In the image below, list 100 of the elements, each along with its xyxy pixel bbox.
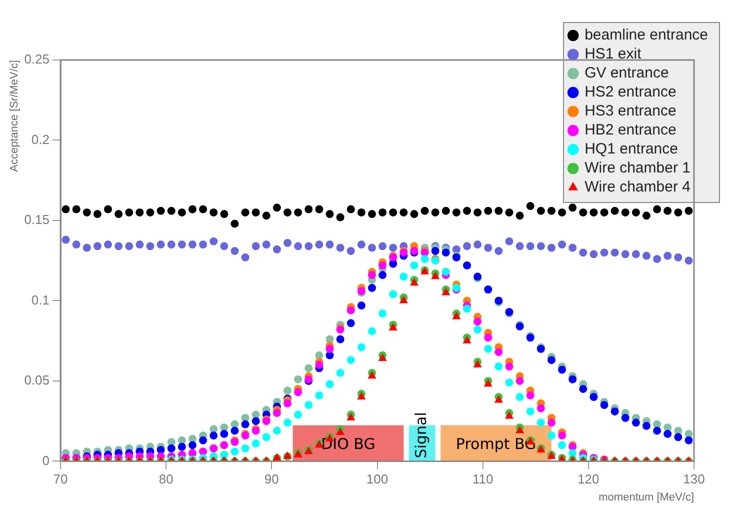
point <box>368 271 376 280</box>
point <box>526 391 534 400</box>
point <box>516 242 524 250</box>
point <box>272 409 281 418</box>
point <box>526 407 534 416</box>
point <box>262 240 270 249</box>
point <box>474 240 482 249</box>
point <box>72 240 80 249</box>
point <box>568 244 577 252</box>
legend-label: HB2 entrance <box>584 122 676 139</box>
point <box>188 441 196 450</box>
point <box>536 242 545 250</box>
point <box>368 244 376 252</box>
point <box>315 391 324 400</box>
point <box>294 375 302 384</box>
legend-label: HQ1 entrance <box>584 140 678 158</box>
point <box>442 288 450 296</box>
point <box>558 208 566 216</box>
point <box>294 208 302 216</box>
point <box>442 206 450 215</box>
point <box>400 272 408 281</box>
point <box>653 205 662 214</box>
point <box>579 384 588 393</box>
point <box>420 254 429 263</box>
x-tick-label: 120 <box>578 472 600 487</box>
point <box>336 244 344 252</box>
point <box>642 252 650 260</box>
x-tick-label: 110 <box>472 472 494 487</box>
point <box>505 378 514 387</box>
point <box>378 242 387 250</box>
point <box>199 436 208 444</box>
point <box>547 244 556 252</box>
point <box>220 430 228 438</box>
y-tick-label: 0.25 <box>24 52 50 67</box>
point <box>430 272 440 280</box>
point <box>146 242 154 250</box>
point <box>346 319 355 328</box>
point <box>642 422 650 430</box>
y-tick-label: 0.05 <box>24 372 50 388</box>
point <box>610 407 619 416</box>
point <box>178 442 186 451</box>
point <box>600 208 608 216</box>
point <box>547 206 556 215</box>
point <box>684 436 693 444</box>
point <box>241 444 250 452</box>
legend-label: Wire chamber 4 <box>584 178 690 196</box>
point <box>167 240 176 249</box>
point <box>326 210 334 218</box>
point <box>590 393 598 402</box>
point <box>326 344 334 353</box>
point <box>82 208 91 216</box>
point <box>664 430 672 438</box>
point <box>474 208 482 216</box>
point <box>62 205 70 214</box>
point <box>462 206 471 215</box>
point <box>315 360 324 369</box>
point <box>336 335 344 344</box>
point <box>136 208 144 216</box>
point <box>400 208 408 216</box>
point <box>294 410 302 419</box>
point <box>114 242 123 250</box>
point <box>452 208 460 216</box>
point <box>304 242 313 250</box>
point <box>368 210 376 218</box>
point <box>494 246 503 255</box>
point <box>568 449 577 458</box>
point <box>558 432 566 440</box>
point <box>262 433 270 442</box>
point <box>346 306 355 314</box>
point <box>262 212 270 220</box>
point <box>357 392 366 400</box>
point <box>462 242 471 250</box>
point <box>484 334 492 342</box>
x-axis-title: momentum [MeV/c] <box>598 491 694 504</box>
point <box>188 205 196 214</box>
legend-label: beamline entrance <box>584 26 708 44</box>
point <box>536 418 545 427</box>
point <box>241 420 250 428</box>
point <box>389 260 398 268</box>
point <box>484 206 492 215</box>
point <box>579 248 588 257</box>
point <box>368 371 376 379</box>
point <box>326 240 334 249</box>
point <box>104 205 112 214</box>
point <box>684 256 693 265</box>
point <box>368 284 376 292</box>
point <box>621 250 630 258</box>
point <box>442 248 450 257</box>
point <box>547 356 556 364</box>
point <box>125 242 134 250</box>
point <box>357 343 366 352</box>
point <box>410 261 418 270</box>
y-tick-label: 0.1 <box>31 292 50 308</box>
point <box>156 240 165 249</box>
point <box>653 426 662 435</box>
point <box>547 418 556 427</box>
point <box>568 375 577 384</box>
point <box>304 401 313 410</box>
point <box>210 237 218 246</box>
point <box>146 208 154 216</box>
